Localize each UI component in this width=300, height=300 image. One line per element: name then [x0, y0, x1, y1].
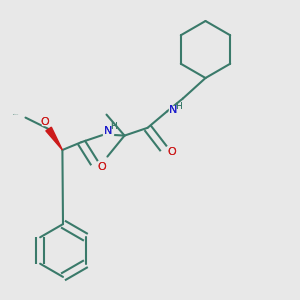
- Text: H: H: [175, 102, 181, 111]
- Polygon shape: [46, 127, 62, 150]
- Text: H: H: [175, 102, 181, 111]
- Text: N: N: [169, 105, 178, 115]
- Bar: [99, 164, 105, 170]
- Text: O: O: [168, 147, 177, 157]
- Text: H: H: [110, 122, 117, 131]
- Bar: [169, 149, 175, 155]
- Text: O: O: [98, 162, 106, 172]
- Text: O: O: [168, 147, 177, 157]
- Text: O: O: [40, 117, 50, 128]
- Text: N: N: [169, 105, 178, 115]
- Text: O: O: [40, 117, 50, 128]
- Bar: [103, 128, 112, 135]
- Text: O: O: [98, 162, 106, 172]
- Text: N: N: [104, 126, 112, 136]
- Text: methoxy: methoxy: [13, 113, 19, 115]
- Bar: [42, 119, 48, 125]
- Text: H: H: [110, 122, 117, 131]
- Bar: [169, 106, 178, 114]
- Text: N: N: [104, 126, 112, 136]
